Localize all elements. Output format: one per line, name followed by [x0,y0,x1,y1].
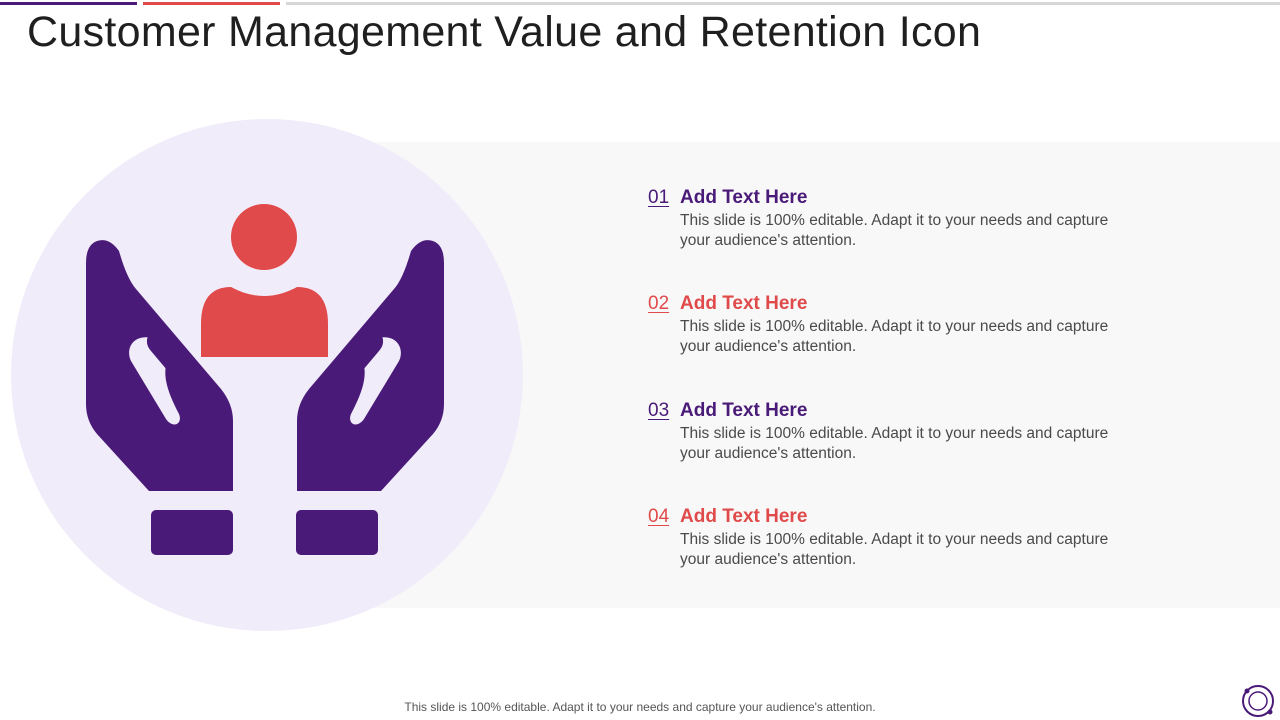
item-heading: Add Text Here [680,400,808,421]
left-cuff-icon [151,510,233,555]
slide-title: Customer Management Value and Retention … [27,8,982,56]
person-head-icon [231,204,297,270]
item-heading: Add Text Here [680,293,808,314]
right-thumb-icon [303,326,384,423]
item-number: 02 [648,293,670,314]
person-body-icon [201,287,328,357]
list-item-02: 02 Add Text Here This slide is 100% edit… [648,293,1168,356]
item-description: This slide is 100% editable. Adapt it to… [680,212,1109,249]
right-cuff-icon [296,510,378,555]
footer-note: This slide is 100% editable. Adapt it to… [404,700,876,714]
top-accent-bar-gray [286,2,1280,5]
item-description: This slide is 100% editable. Adapt it to… [680,425,1109,462]
list-item-01: 01 Add Text Here This slide is 100% edit… [648,187,1168,250]
hands-holding-person-icon [86,204,444,555]
item-heading: Add Text Here [680,187,808,208]
top-accent-bar-red [143,2,280,5]
item-number: 01 [648,187,670,208]
item-number: 03 [648,400,670,421]
left-thumb-icon [146,326,227,423]
item-number: 04 [648,506,670,527]
list-item-04: 04 Add Text Here This slide is 100% edit… [648,506,1168,569]
item-description: This slide is 100% editable. Adapt it to… [680,318,1109,355]
item-description: This slide is 100% editable. Adapt it to… [680,531,1109,568]
list-item-03: 03 Add Text Here This slide is 100% edit… [648,400,1168,463]
top-accent-bar-purple [0,2,137,5]
item-heading: Add Text Here [680,506,808,527]
company-logo-icon [1242,685,1274,717]
